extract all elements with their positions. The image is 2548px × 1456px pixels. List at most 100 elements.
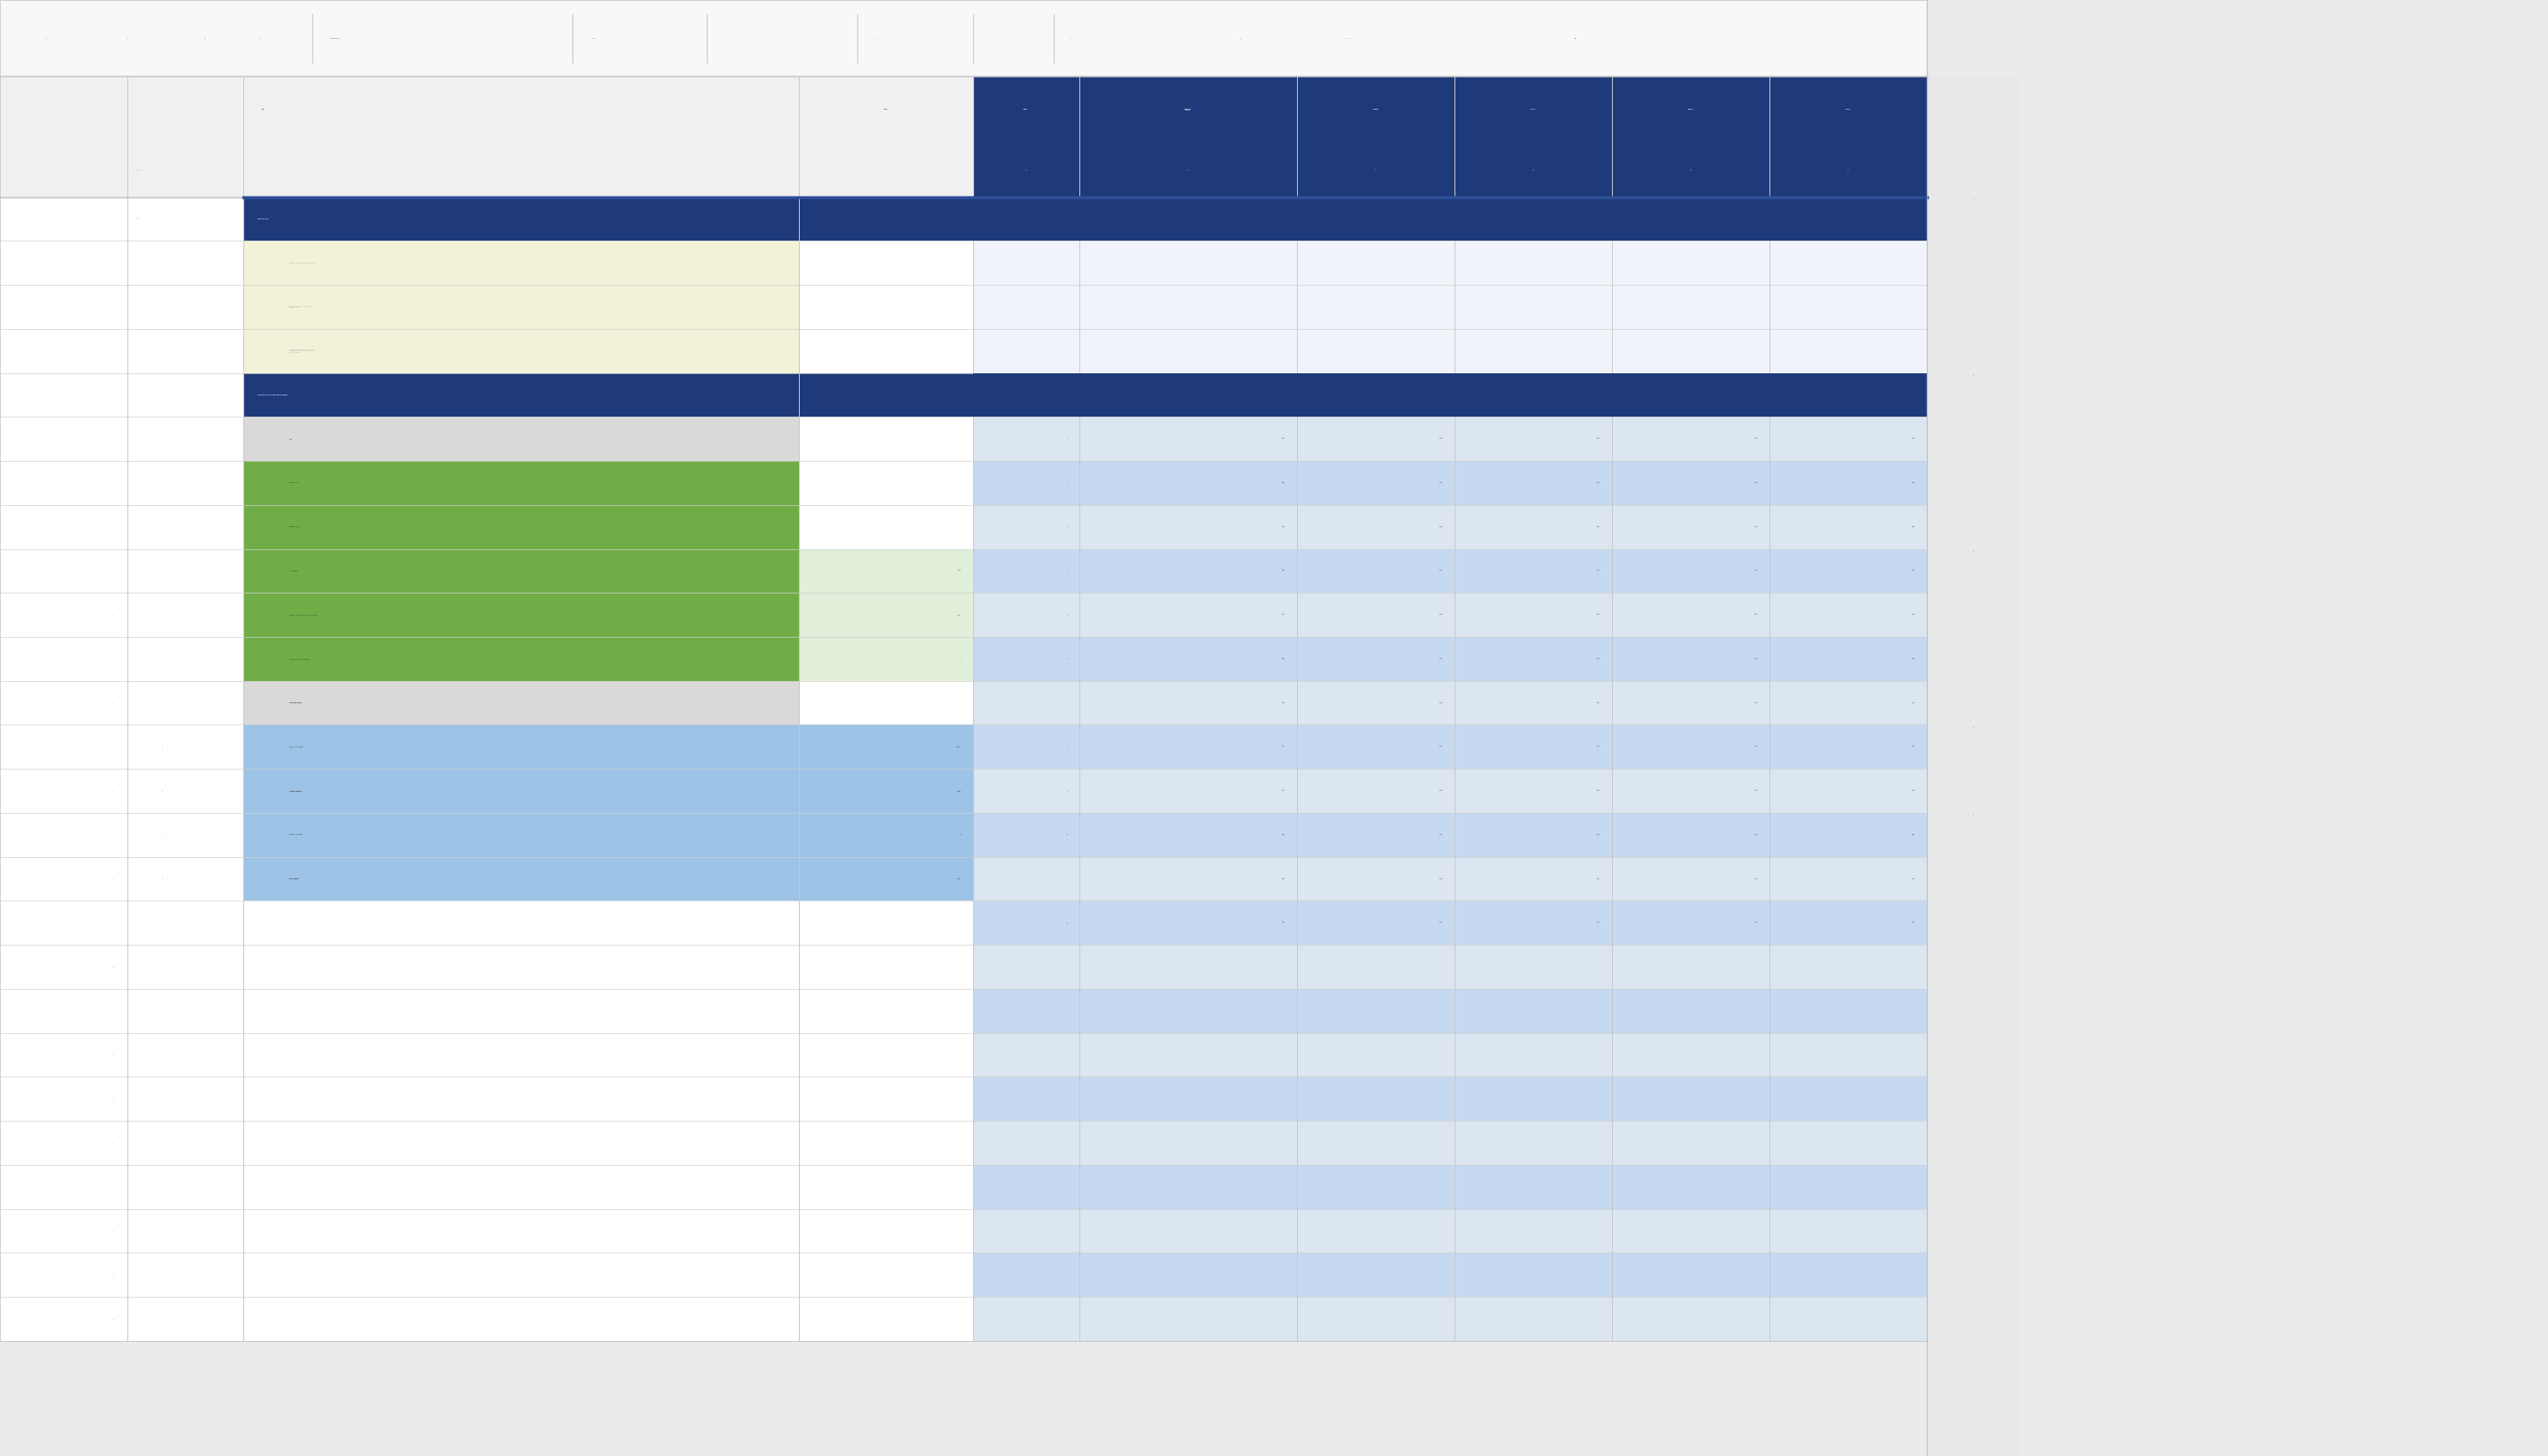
FancyBboxPatch shape: [1771, 329, 1926, 373]
FancyBboxPatch shape: [1080, 812, 1297, 858]
FancyBboxPatch shape: [1613, 636, 1771, 681]
FancyBboxPatch shape: [1080, 240, 1297, 285]
FancyBboxPatch shape: [1080, 76, 1297, 197]
FancyBboxPatch shape: [0, 549, 1926, 593]
Text: $0.00: $0.00: [1598, 614, 1600, 616]
FancyBboxPatch shape: [1613, 240, 1771, 285]
Text: $0.08: $0.08: [1440, 878, 1442, 879]
FancyBboxPatch shape: [1771, 858, 1926, 901]
FancyBboxPatch shape: [1297, 725, 1455, 769]
FancyBboxPatch shape: [1297, 329, 1455, 373]
FancyBboxPatch shape: [973, 812, 1080, 858]
FancyBboxPatch shape: [800, 636, 973, 681]
FancyBboxPatch shape: [0, 373, 1926, 416]
FancyBboxPatch shape: [0, 416, 1926, 462]
Text: $0.08: $0.08: [1756, 834, 1758, 836]
FancyBboxPatch shape: [800, 812, 973, 858]
FancyBboxPatch shape: [242, 240, 800, 285]
FancyBboxPatch shape: [1297, 1077, 1455, 1121]
FancyBboxPatch shape: [1455, 197, 1613, 240]
FancyBboxPatch shape: [1455, 373, 1613, 416]
FancyBboxPatch shape: [1771, 240, 1926, 285]
FancyBboxPatch shape: [1080, 858, 1297, 901]
Text: $0.75: $0.75: [1282, 569, 1287, 572]
Text: $0.00: $0.00: [1598, 702, 1600, 703]
FancyBboxPatch shape: [1297, 240, 1455, 285]
FancyBboxPatch shape: [0, 1165, 1926, 1208]
FancyBboxPatch shape: [242, 505, 800, 549]
FancyBboxPatch shape: [0, 505, 1926, 549]
FancyBboxPatch shape: [1455, 373, 1613, 416]
FancyBboxPatch shape: [0, 197, 1926, 240]
FancyBboxPatch shape: [242, 462, 800, 505]
FancyBboxPatch shape: [1080, 901, 1297, 945]
FancyBboxPatch shape: [800, 549, 973, 593]
FancyBboxPatch shape: [1771, 373, 1926, 416]
Text: Beginning
Balance: Beginning Balance: [1185, 109, 1192, 111]
FancyBboxPatch shape: [973, 945, 1080, 989]
Text: $0.08: $0.08: [1756, 438, 1758, 440]
FancyBboxPatch shape: [242, 373, 1926, 416]
FancyBboxPatch shape: [1080, 636, 1297, 681]
FancyBboxPatch shape: [1080, 1032, 1297, 1077]
Text: $0.00: $0.00: [1598, 438, 1600, 440]
FancyBboxPatch shape: [1080, 462, 1297, 505]
FancyBboxPatch shape: [0, 240, 1926, 285]
FancyBboxPatch shape: [1455, 1254, 1613, 1297]
FancyBboxPatch shape: [242, 812, 800, 858]
FancyBboxPatch shape: [1613, 858, 1771, 901]
FancyBboxPatch shape: [1613, 1297, 1771, 1341]
FancyBboxPatch shape: [973, 1032, 1080, 1077]
FancyBboxPatch shape: [0, 462, 1926, 505]
FancyBboxPatch shape: [1613, 373, 1771, 416]
FancyBboxPatch shape: [1613, 285, 1771, 329]
Text: $0.08: $0.08: [1756, 569, 1758, 572]
FancyBboxPatch shape: [800, 769, 973, 812]
FancyBboxPatch shape: [1080, 989, 1297, 1032]
FancyBboxPatch shape: [1613, 901, 1771, 945]
Text: $0.08: $0.08: [1756, 482, 1758, 483]
FancyBboxPatch shape: [1771, 1077, 1926, 1121]
FancyBboxPatch shape: [1080, 725, 1297, 769]
FancyBboxPatch shape: [973, 1297, 1080, 1341]
Text: $0.92: $0.92: [1911, 438, 1916, 440]
FancyBboxPatch shape: [1613, 1165, 1771, 1208]
FancyBboxPatch shape: [973, 1165, 1080, 1208]
Text: $0.00: $0.00: [1598, 791, 1600, 792]
Text: $0.08: $0.08: [1756, 658, 1758, 660]
FancyBboxPatch shape: [1771, 373, 1926, 416]
FancyBboxPatch shape: [1455, 329, 1613, 373]
Text: $1.00: $1.00: [1282, 438, 1287, 440]
Text: $0.08: $0.08: [1440, 791, 1442, 792]
FancyBboxPatch shape: [0, 1254, 1926, 1297]
FancyBboxPatch shape: [1297, 593, 1455, 636]
FancyBboxPatch shape: [1297, 1032, 1455, 1077]
FancyBboxPatch shape: [1771, 681, 1926, 725]
FancyBboxPatch shape: [1297, 681, 1455, 725]
FancyBboxPatch shape: [1771, 901, 1926, 945]
FancyBboxPatch shape: [973, 462, 1080, 505]
FancyBboxPatch shape: [1297, 462, 1455, 505]
FancyBboxPatch shape: [242, 681, 800, 725]
FancyBboxPatch shape: [1455, 769, 1613, 812]
Text: The amortization schedule on the right
populates up to thirty years based on pre: The amortization schedule on the right p…: [290, 349, 316, 352]
FancyBboxPatch shape: [1613, 725, 1771, 769]
FancyBboxPatch shape: [800, 858, 973, 901]
Text: $0.08: $0.08: [1440, 922, 1442, 923]
Text: $0.58: $0.58: [1282, 658, 1287, 660]
FancyBboxPatch shape: [973, 285, 1080, 329]
FancyBboxPatch shape: [1771, 505, 1926, 549]
Text: $0.08: $0.08: [1756, 702, 1758, 703]
FancyBboxPatch shape: [1771, 1121, 1926, 1165]
FancyBboxPatch shape: [1080, 1208, 1297, 1254]
FancyBboxPatch shape: [0, 1208, 1926, 1254]
FancyBboxPatch shape: [1297, 812, 1455, 858]
Text: Light blue values automatically update
based on inputs: Light blue values automatically update b…: [290, 306, 313, 309]
Text: $0.83: $0.83: [1282, 526, 1287, 527]
FancyBboxPatch shape: [0, 812, 1926, 858]
FancyBboxPatch shape: [0, 1121, 1926, 1165]
FancyBboxPatch shape: [1297, 945, 1455, 989]
Text: $0.75: $0.75: [1911, 526, 1916, 527]
FancyBboxPatch shape: [242, 858, 800, 901]
FancyBboxPatch shape: [0, 681, 1926, 725]
